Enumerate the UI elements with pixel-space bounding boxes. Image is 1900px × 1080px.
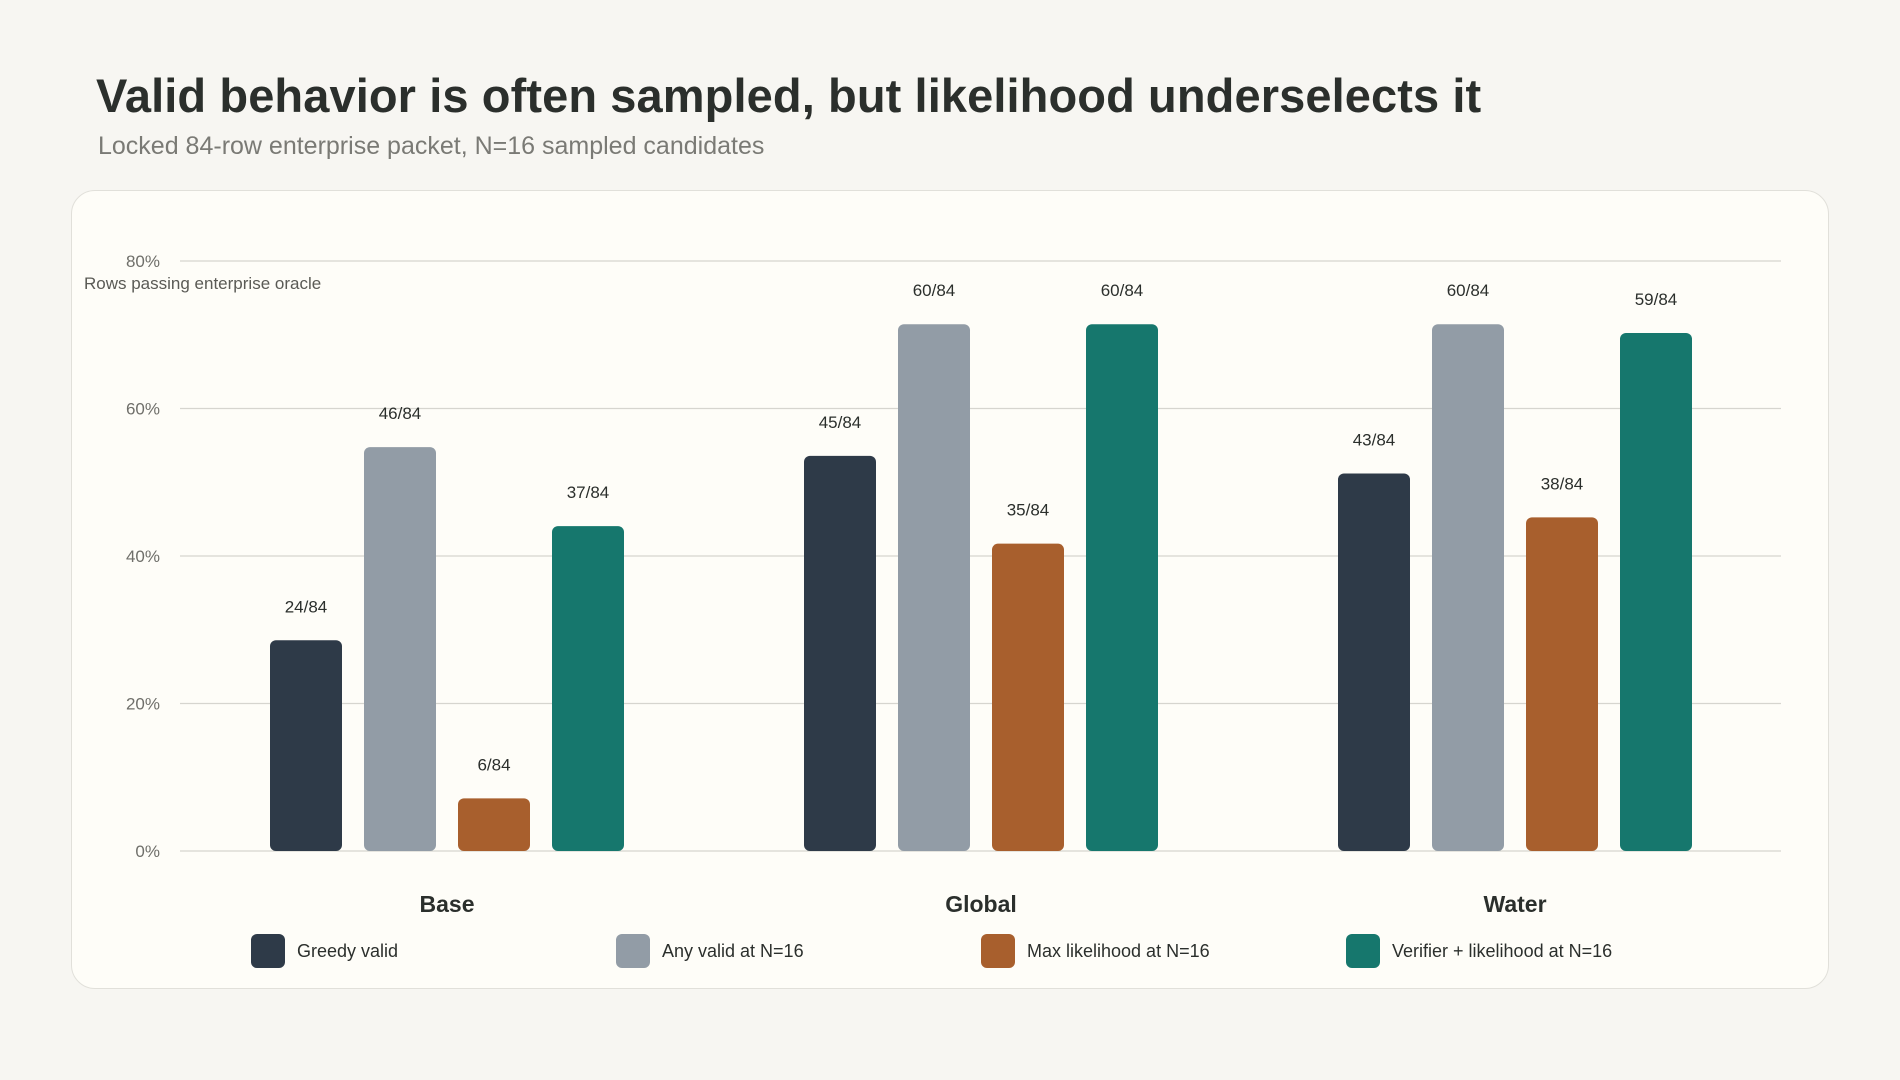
data-label: 35/84 <box>1007 501 1050 520</box>
bar <box>804 455 876 851</box>
legend-swatch <box>616 934 650 968</box>
legend-label: Any valid at N=16 <box>662 941 804 961</box>
data-label: 59/84 <box>1635 290 1678 309</box>
bar <box>1526 517 1598 851</box>
data-label: 45/84 <box>819 413 862 432</box>
y-tick-label: 80% <box>126 252 160 271</box>
bar <box>552 526 624 851</box>
bar <box>270 640 342 851</box>
data-label: 24/84 <box>285 597 328 616</box>
data-label: 6/84 <box>477 755 510 774</box>
data-label: 60/84 <box>1101 281 1144 300</box>
legend-swatch <box>1346 934 1380 968</box>
legend-swatch <box>251 934 285 968</box>
data-label: 43/84 <box>1353 430 1396 449</box>
y-tick-label: 20% <box>126 695 160 714</box>
bar <box>458 798 530 851</box>
data-label: 37/84 <box>567 483 610 502</box>
bar <box>1338 473 1410 851</box>
category-label: Water <box>1483 891 1546 917</box>
legend-label: Verifier + likelihood at N=16 <box>1392 941 1612 961</box>
bar <box>1086 324 1158 851</box>
y-axis-label: Rows passing enterprise oracle <box>84 274 321 293</box>
chart-card: 0% 20% 40% 60% 80% Rows passing enterprise or… <box>71 190 1829 989</box>
y-tick-label: 0% <box>135 842 160 861</box>
bar <box>992 543 1064 851</box>
category-label: Global <box>945 891 1017 917</box>
bar <box>1620 332 1692 851</box>
data-label: 46/84 <box>379 404 422 423</box>
bar-chart: 0% 20% 40% 60% 80% Rows passing enterprise or… <box>84 252 1781 968</box>
data-label: 38/84 <box>1541 474 1584 493</box>
bar <box>364 447 436 851</box>
legend-swatch <box>981 934 1015 968</box>
bar <box>1432 324 1504 851</box>
data-label: 60/84 <box>1447 281 1490 300</box>
y-tick-label: 40% <box>126 547 160 566</box>
chart-subtitle: Locked 84-row enterprise packet, N=16 sa… <box>98 132 765 160</box>
data-label: 60/84 <box>913 281 956 300</box>
y-tick-label: 60% <box>126 400 160 419</box>
category-label: Base <box>420 891 475 917</box>
legend-label: Greedy valid <box>297 941 398 961</box>
legend-label: Max likelihood at N=16 <box>1027 941 1210 961</box>
bar <box>898 324 970 851</box>
chart-title: Valid behavior is often sampled, but lik… <box>96 69 1482 122</box>
